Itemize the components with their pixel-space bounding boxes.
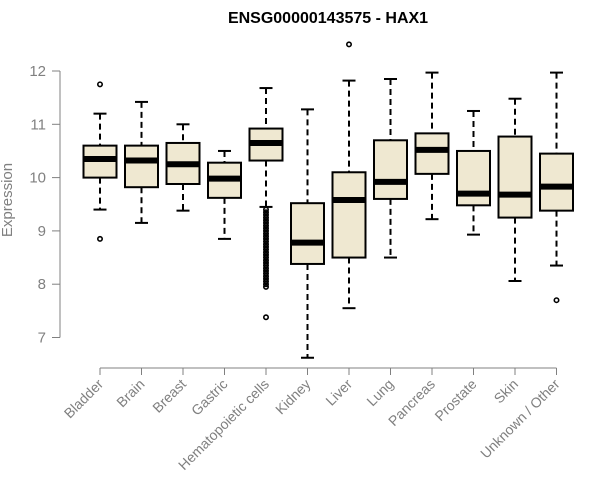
outlier-point xyxy=(262,206,269,213)
outlier-point xyxy=(262,238,269,245)
outlier-point xyxy=(262,214,269,221)
x-tick-label: Liver xyxy=(322,376,355,409)
outlier-point xyxy=(262,230,269,237)
outlier-point xyxy=(262,217,269,224)
outlier-point xyxy=(262,265,269,272)
outlier-point xyxy=(262,246,269,253)
box-gastric xyxy=(207,149,242,240)
box-bladder xyxy=(82,81,118,242)
outlier-point xyxy=(262,270,269,277)
box-iqr xyxy=(539,152,574,212)
x-tick-label: Bladder xyxy=(61,376,107,422)
box-kidney xyxy=(290,108,325,359)
outlier-point xyxy=(262,273,269,280)
outlier-point xyxy=(262,219,269,226)
outlier-point xyxy=(262,278,269,285)
outlier-point xyxy=(262,251,269,258)
box-iqr xyxy=(414,132,450,175)
outlier-point xyxy=(262,262,269,269)
outlier-point xyxy=(345,41,352,48)
outlier-point xyxy=(262,233,269,240)
outlier-point xyxy=(262,243,269,250)
y-tick-label: 7 xyxy=(38,330,46,347)
x-tick-label: Brain xyxy=(113,376,147,410)
outlier-point xyxy=(262,283,269,290)
y-axis: 7 8 9 10 11 12 xyxy=(29,63,61,347)
box-hematopoietic-cells xyxy=(248,87,284,321)
y-tick-label: 11 xyxy=(30,116,46,133)
box-breast xyxy=(165,123,201,212)
outlier-point xyxy=(262,281,269,288)
box-unknown-other xyxy=(539,71,574,304)
x-tick-label: Breast xyxy=(149,376,189,416)
x-tick-label: Skin xyxy=(491,376,522,407)
outlier-point xyxy=(262,275,269,282)
y-tick-label: 12 xyxy=(29,63,46,80)
outlier-point xyxy=(97,81,104,88)
box-iqr xyxy=(497,135,533,219)
y-axis-label: Expression xyxy=(0,163,16,237)
y-tick-label: 8 xyxy=(38,276,46,293)
outlier-point xyxy=(262,257,269,264)
box-pancreas xyxy=(414,71,450,221)
y-tick-label: 9 xyxy=(38,223,46,240)
outlier-point xyxy=(262,254,269,261)
outlier-point xyxy=(262,222,269,229)
outlier-point xyxy=(262,314,269,321)
outlier-point xyxy=(553,297,560,304)
outlier-point xyxy=(262,211,269,218)
outlier-point xyxy=(262,259,269,266)
outlier-point xyxy=(262,241,269,248)
outlier-point xyxy=(262,249,269,256)
box-iqr xyxy=(290,202,325,265)
outlier-point xyxy=(262,225,269,232)
box-iqr xyxy=(124,144,159,189)
y-tick-label: 10 xyxy=(29,170,46,187)
outlier-point xyxy=(262,209,269,216)
box-liver xyxy=(331,41,367,310)
x-tick-label: Kidney xyxy=(272,376,314,418)
box-iqr xyxy=(373,139,408,200)
box-skin xyxy=(497,97,533,283)
x-tick-label: Unknown / Other xyxy=(477,376,563,462)
outlier-point xyxy=(262,267,269,274)
outlier-point xyxy=(262,235,269,242)
x-tick-label: Lung xyxy=(363,376,396,409)
outlier-point xyxy=(262,227,269,234)
plot-area xyxy=(82,41,574,359)
box-iqr xyxy=(331,171,367,259)
box-brain xyxy=(124,100,159,224)
x-tick-label: Prostate xyxy=(431,376,479,424)
box-iqr xyxy=(456,149,491,207)
box-prostate xyxy=(456,109,491,236)
chart-title: ENSG00000143575 - HAX1 xyxy=(228,10,428,27)
box-lung xyxy=(373,77,408,259)
outlier-point xyxy=(97,235,104,242)
